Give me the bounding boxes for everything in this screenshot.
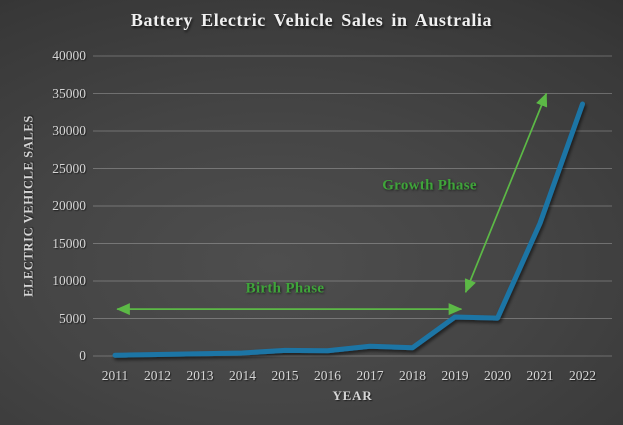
y-tick-label: 40000 (52, 48, 86, 63)
x-tick-label: 2018 (399, 368, 426, 383)
x-tick-label: 2020 (484, 368, 511, 383)
x-tick-label: 2019 (441, 368, 469, 383)
y-tick-label: 10000 (52, 273, 86, 288)
x-tick-label: 2014 (229, 368, 256, 383)
sales-line-series (112, 101, 585, 358)
y-tick-label: 15000 (52, 235, 86, 251)
y-tick-label: 35000 (52, 85, 86, 101)
x-axis-title: YEAR (332, 388, 373, 403)
bev-sales-line (112, 101, 585, 358)
y-tick-label: 0 (79, 348, 86, 363)
x-tick-label: 2021 (526, 368, 554, 383)
gridlines (93, 55, 612, 357)
x-tick-label: 2022 (569, 368, 596, 383)
annotation-birth-phase: Birth Phase (245, 280, 325, 296)
y-tick-label: 30000 (52, 123, 86, 138)
y-tick-label: 5000 (59, 310, 86, 326)
x-tick-label: 2011 (101, 368, 129, 383)
growth-phase-arrow (464, 92, 548, 294)
chart-title: Battery Electric Vehicle Sales in Austra… (130, 10, 493, 30)
x-tick-label: 2013 (186, 368, 214, 383)
y-tick-label: 20000 (52, 198, 86, 213)
x-tick-label: 2016 (314, 368, 341, 383)
x-tick-label: 2012 (144, 368, 171, 383)
annotation-arrows (116, 92, 548, 316)
x-tick-label: 2017 (356, 368, 384, 383)
annotation-growth-phase: Growth Phase (382, 177, 477, 194)
y-tick-label: 25000 (52, 160, 86, 176)
x-tick-label: 2015 (271, 368, 299, 383)
